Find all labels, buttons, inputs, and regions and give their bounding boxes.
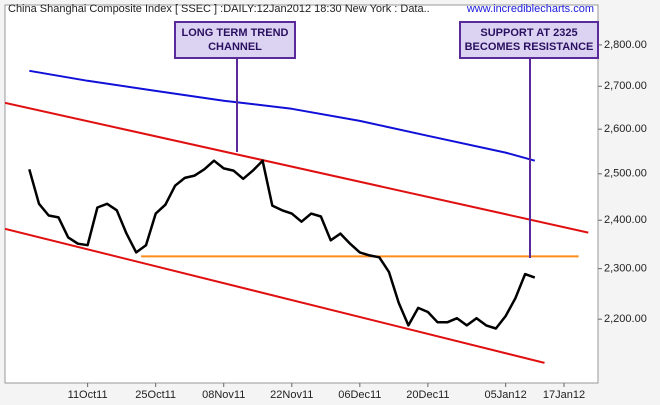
annotation-text: SUPPORT AT 2325: [480, 27, 577, 39]
y-tick-label: 2,500.00: [604, 168, 647, 180]
series-line: [28, 159, 536, 330]
annotation-text: BECOMES RESISTANCE: [465, 41, 594, 53]
y-tick-label: 2,200.00: [604, 313, 647, 325]
plot-area: [4, 4, 599, 384]
y-tick-label: 2,600.00: [604, 123, 647, 135]
x-tick-label: 25Oct11: [135, 389, 176, 401]
annotation-text: CHANNEL: [208, 41, 262, 53]
x-tick-label: 05Jan12: [485, 389, 527, 401]
series-line: [29, 69, 536, 162]
annotation: SUPPORT AT 2325 BECOMES RESISTANCE: [459, 21, 599, 258]
chart-title: China Shanghai Composite Index [ SSEC ] …: [8, 3, 430, 15]
y-tick-label: 2,300.00: [604, 263, 647, 275]
y-tick-label: 2,800.00: [604, 39, 647, 51]
annotation-box: [174, 21, 296, 59]
annotation-box: [459, 21, 599, 59]
annotation: LONG TERM TREND CHANNEL: [174, 21, 296, 152]
x-tick-label: 08Nov11: [202, 389, 245, 401]
x-tick-label: 20Dec11: [406, 389, 449, 401]
y-tick-label: 2,700.00: [604, 80, 647, 92]
y-tick-label: 2,400.00: [604, 214, 647, 226]
plot-lines: [5, 69, 589, 364]
x-tick-label: 11Oct11: [68, 389, 108, 401]
x-tick-label: 06Dec11: [338, 389, 381, 401]
trend-line: [5, 227, 545, 364]
x-tick-label: 22Nov11: [270, 389, 313, 401]
annotation-text: LONG TERM TREND: [182, 27, 289, 39]
watermark: www.incrediblecharts.com: [466, 3, 594, 15]
trend-line: [5, 101, 589, 234]
x-tick-label: 17Jan12: [543, 389, 585, 401]
